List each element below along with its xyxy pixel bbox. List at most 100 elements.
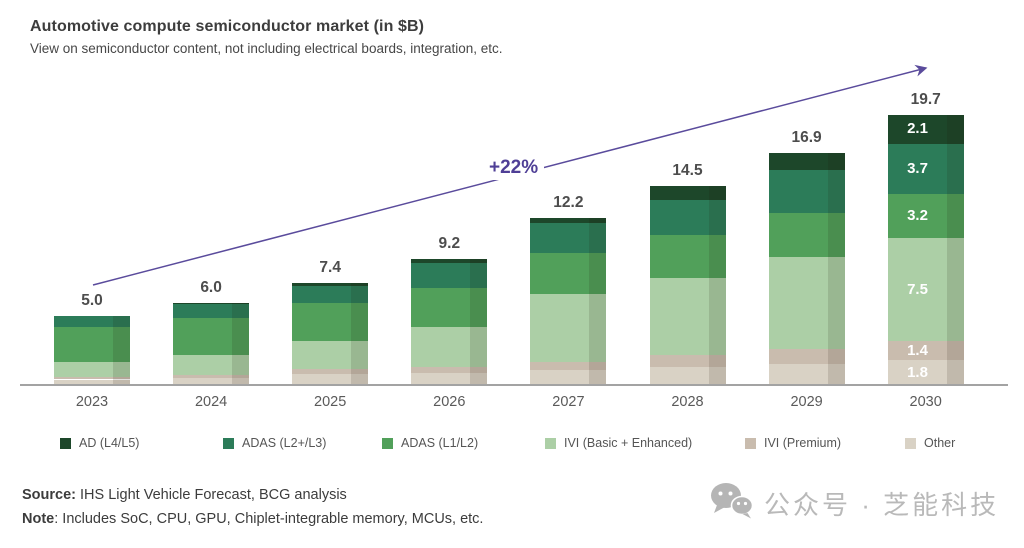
- legend-item-5: IVI (Premium): [745, 436, 841, 450]
- segment-2028-4: [650, 277, 726, 355]
- legend-label: ADAS (L1/L2): [401, 436, 479, 450]
- note-line: Note: Includes SoC, CPU, GPU, Chiplet-in…: [22, 511, 483, 527]
- segment-2025-4: [292, 341, 368, 369]
- segment-2026-6: [411, 372, 487, 385]
- total-label-2027: 12.2: [553, 193, 584, 211]
- note-text: : Includes SoC, CPU, GPU, Chiplet-integr…: [54, 511, 484, 527]
- source-text: IHS Light Vehicle Forecast, BCG analysis: [76, 487, 347, 503]
- segment-2029-1: [769, 153, 845, 170]
- segment-2028-3: [650, 235, 726, 278]
- note-label: Note: [22, 511, 55, 527]
- segment-2026-3: [411, 287, 487, 328]
- legend-swatch-icon: [905, 437, 916, 449]
- segment-2023-2: [54, 316, 130, 328]
- legend-item-6: Other: [905, 436, 955, 450]
- bar-3d-shade: [828, 153, 845, 385]
- bar-2030: 1.8 1.4 7.5 3.2 3.7 2.1: [888, 114, 964, 385]
- total-label-2025: 7.4: [319, 259, 341, 277]
- bar-3d-shade: [709, 186, 726, 385]
- year-label-2024: 2024: [194, 394, 228, 410]
- wechat-watermark: 公众号 · 芝能科技: [710, 482, 999, 524]
- legend-label: AD (L4/L5): [79, 436, 140, 450]
- segment-2028-5: [650, 354, 726, 368]
- segment-2027-5: [530, 361, 606, 370]
- legend-label: IVI (Premium): [764, 436, 842, 450]
- segment-2030-3: [888, 194, 964, 239]
- segment-2023-5: [54, 376, 130, 380]
- segment-value-label: 7.5: [907, 280, 928, 298]
- cagr-label: +22%: [483, 156, 545, 180]
- legend-swatch-icon: [60, 437, 71, 449]
- segment-2027-6: [530, 369, 606, 385]
- segment-2029-5: [769, 349, 845, 365]
- total-label-2030: 19.7: [910, 90, 941, 108]
- segment-value-label: 1.4: [907, 341, 928, 359]
- bar-3d-shade: [232, 302, 249, 385]
- segment-2026-1: [411, 258, 487, 263]
- segment-2027-3: [530, 253, 606, 295]
- segment-value-label: 2.1: [907, 120, 928, 138]
- segment-2025-5: [292, 368, 368, 375]
- year-label-2029: 2029: [790, 394, 823, 410]
- bar-3d-shade: [470, 258, 487, 385]
- bar-3d-shade: [351, 283, 368, 385]
- segment-2024-4: [173, 354, 249, 376]
- segment-2030-4: [888, 238, 964, 342]
- x-axis-line: [20, 384, 1008, 386]
- segment-2029-6: [769, 364, 845, 385]
- segment-2024-3: [173, 317, 249, 355]
- bar-2023: [54, 316, 130, 385]
- legend-label: ADAS (L2+/L3): [242, 436, 327, 450]
- segment-2030-6: [888, 360, 964, 385]
- segment-2024-6: [173, 378, 249, 385]
- segment-2024-2: [173, 304, 249, 318]
- segment-2025-1: [292, 283, 368, 287]
- wechat-icon: [710, 482, 754, 524]
- year-label-2025: 2025: [314, 394, 347, 410]
- chart-subtitle: View on semiconductor content, not inclu…: [30, 41, 503, 56]
- segment-2026-4: [411, 327, 487, 368]
- segment-2029-3: [769, 213, 845, 258]
- segment-2029-4: [769, 257, 845, 350]
- year-label-2028: 2028: [671, 394, 704, 410]
- total-label-2023: 5.0: [81, 292, 103, 310]
- segment-2026-2: [411, 262, 487, 288]
- segment-2030-5: [888, 341, 964, 361]
- legend-label: Other: [924, 436, 956, 450]
- watermark-text: 公众号 · 芝能科技: [764, 489, 1000, 520]
- segment-2025-6: [292, 374, 368, 385]
- source-line: Source: IHS Light Vehicle Forecast, BCG …: [22, 487, 347, 503]
- segment-2024-5: [173, 375, 249, 379]
- total-label-2029: 16.9: [791, 129, 822, 147]
- bar-3d-shade: [589, 217, 606, 385]
- segment-2027-4: [530, 294, 606, 362]
- legend-swatch-icon: [223, 437, 234, 449]
- bar-2027: [530, 217, 606, 385]
- total-label-2028: 14.5: [672, 162, 703, 180]
- legend-swatch-icon: [545, 437, 556, 449]
- bar-2029: [769, 153, 845, 385]
- segment-2023-6: [54, 379, 130, 385]
- segment-2023-4: [54, 361, 130, 377]
- year-label-2027: 2027: [552, 394, 585, 410]
- segment-2024-1: [173, 302, 249, 305]
- segment-2028-1: [650, 186, 726, 200]
- chart-title: Automotive compute semiconductor market …: [30, 18, 425, 35]
- legend-item-1: AD (L4/L5): [60, 436, 139, 450]
- legend-item-4: IVI (Basic + Enhanced): [545, 436, 692, 450]
- legend-item-2: ADAS (L2+/L3): [223, 436, 326, 450]
- bar-3d-shade: [947, 114, 964, 385]
- segment-2030-2: [888, 143, 964, 195]
- year-label-2030: 2030: [909, 394, 942, 410]
- segment-2023-3: [54, 327, 130, 362]
- segment-2027-1: [530, 217, 606, 224]
- segment-2028-6: [650, 367, 726, 385]
- source-label: Source:: [22, 487, 76, 503]
- segment-2025-2: [292, 286, 368, 303]
- bar-2024: [173, 302, 249, 385]
- segment-value-label: 3.7: [907, 159, 928, 177]
- segment-2025-3: [292, 302, 368, 342]
- segment-2030-1: [888, 114, 964, 144]
